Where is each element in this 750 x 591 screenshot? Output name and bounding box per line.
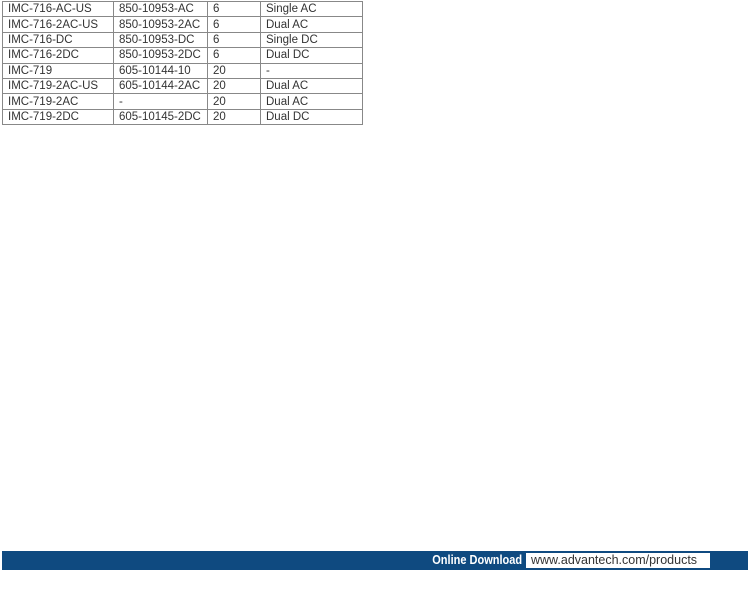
online-download-label: Online Download: [432, 553, 522, 567]
table-row: IMC-719-2AC -20 Dual AC: [2, 93, 363, 110]
table-row: IMC-716-DC 850-10953-DC 6 Single DC: [2, 31, 363, 49]
table-cell: Dual AC: [260, 77, 363, 95]
table-cell: Single DC: [260, 31, 363, 49]
table-cell: 850-10953-2DC: [113, 47, 208, 64]
table-row: IMC-716-2AC-US 850-10953-2AC 6 Dual AC: [2, 16, 363, 33]
table-cell: 6: [207, 47, 261, 64]
table-row: IMC-716-AC-US 850-10953-AC 6 Single AC: [2, 0, 363, 18]
table-cell: IMC-716-2AC-US: [2, 16, 114, 33]
table-cell: 850-10953-2AC: [113, 16, 208, 33]
table-cell: IMC-716-AC-US: [2, 0, 114, 18]
table-cell: 20: [207, 108, 261, 126]
table-cell: -: [113, 93, 208, 110]
table-row: IMC-719-2AC-US 605-10144-2AC 20 Dual AC: [2, 77, 363, 95]
table-cell: Dual DC: [260, 47, 363, 64]
table-cell: 605-10145-2DC: [113, 108, 208, 126]
ordering-table: IMC-716-AC-US 850-10953-AC 6 Single AC IMC-7…: [2, 0, 363, 126]
table-cell: 20: [207, 93, 261, 110]
table-cell: 20: [207, 62, 261, 79]
table-cell: Dual AC: [260, 16, 363, 33]
table-cell: -: [260, 62, 363, 79]
table-cell: IMC-719: [2, 62, 114, 79]
table-cell: IMC-716-DC: [2, 31, 114, 49]
table-row: IMC-719-2DC 605-10145-2DC 20 Dual DC: [2, 108, 363, 126]
download-url-link[interactable]: www.advantech.com/products: [526, 553, 710, 568]
table-row: IMC-719 605-10144-10 20-: [2, 62, 363, 79]
table-cell: Dual DC: [260, 108, 363, 126]
table-cell: IMC-719-2AC-US: [2, 77, 114, 95]
table-cell: IMC-719-2AC: [2, 93, 114, 110]
table-cell: 6: [207, 0, 261, 18]
table-cell: 6: [207, 31, 261, 49]
table-cell: 605-10144-10: [113, 62, 208, 79]
table-cell: 20: [207, 77, 261, 95]
footer-band: Online Download www.advantech.com/produc…: [2, 551, 748, 570]
table-row: IMC-716-2DC 850-10953-2DC 6 Dual DC: [2, 47, 363, 64]
table-cell: 850-10953-DC: [113, 31, 208, 49]
table-cell: IMC-719-2DC: [2, 108, 114, 126]
table-cell: 605-10144-2AC: [113, 77, 208, 95]
table-cell: Single AC: [260, 0, 363, 18]
table-cell: Dual AC: [260, 93, 363, 110]
table-cell: 850-10953-AC: [113, 0, 208, 18]
table-cell: 6: [207, 16, 261, 33]
table-cell: IMC-716-2DC: [2, 47, 114, 64]
